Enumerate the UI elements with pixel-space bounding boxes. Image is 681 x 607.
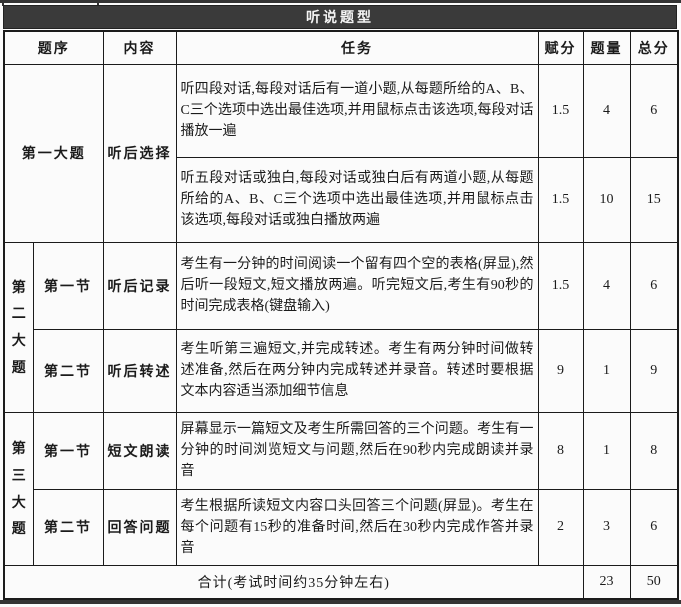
exam-table: 题序 内容 任务 赋分 题量 总分 第一大题 听后选择 听四段对话,每段对话后有… — [3, 30, 679, 600]
content-cell: 听后转述 — [102, 328, 177, 413]
part-cell: 第一节 — [32, 411, 104, 490]
content-cell: 短文朗读 — [102, 411, 177, 490]
quantity-cell: 10 — [582, 156, 631, 243]
footer-total-cell: 50 — [629, 564, 679, 600]
points-cell: 1.5 — [537, 156, 584, 243]
task-cell: 考生根据所读短文内容口头回答三个问题(屏显)。考生在每个问题有15秒的准备时间,… — [175, 488, 539, 566]
quantity-cell: 4 — [582, 241, 631, 330]
task-cell: 听四段对话,每段对话后有一道小题,从每题所给的A、B、C三个选项中选出最佳选项,… — [175, 63, 539, 158]
bottom-border-fragment — [0, 600, 681, 604]
table-row: 第二节 回答问题 考生根据所读短文内容口头回答三个问题(屏显)。考生在每个问题有… — [4, 488, 679, 566]
total-cell: 15 — [629, 156, 679, 243]
points-cell: 1.5 — [537, 241, 584, 330]
col-header-order: 题序 — [3, 30, 104, 65]
table-row: 第二节 听后转述 考生听第三遍短文,并完成转述。考生有两分钟时间做转述准备,然后… — [4, 328, 679, 413]
content-cell: 听后选择 — [102, 63, 177, 243]
task-cell: 听五段对话或独白,每段对话或独白后有两道小题,从每题所给的A、B、C三个选项中选… — [175, 156, 539, 243]
task-cell: 屏幕显示一篇短文及考生所需回答的三个问题。考生有一分钟的时间浏览短文与问题,然后… — [175, 411, 539, 490]
points-cell: 2 — [537, 488, 584, 566]
table-title: 听说题型 — [3, 5, 677, 29]
total-cell: 9 — [629, 328, 679, 413]
points-cell: 1.5 — [537, 63, 584, 158]
part-cell: 第一节 — [32, 241, 104, 330]
top-border-fragment — [2, 0, 4, 6]
points-cell: 8 — [537, 411, 584, 490]
table-row: 第一大题 听后选择 听四段对话,每段对话后有一道小题,从每题所给的A、B、C三个… — [3, 63, 679, 243]
vertical-section-label: 第三大题 — [11, 440, 26, 537]
top-border-fragment — [0, 0, 681, 3]
footer-label-cell: 合计(考试时间约35分钟左右) — [3, 564, 584, 600]
vertical-section-label: 第二大题 — [11, 278, 26, 375]
content-cell: 听后记录 — [102, 241, 177, 330]
quantity-cell: 3 — [582, 488, 631, 566]
content-cell: 回答问题 — [102, 488, 177, 566]
task-cell: 考生听第三遍短文,并完成转述。考生有两分钟时间做转述准备,然后在两分钟内完成转述… — [175, 328, 539, 413]
col-header-total: 总分 — [629, 30, 679, 65]
col-header-content: 内容 — [102, 30, 177, 65]
table-row: 第二大题 第一节 听后记录 考生有一分钟的时间阅读一个留有四个空的表格(屏显),… — [3, 241, 679, 413]
quantity-cell: 4 — [582, 63, 631, 158]
total-cell: 6 — [629, 241, 679, 330]
total-cell: 6 — [629, 488, 679, 566]
top-border-fragment — [97, 0, 99, 6]
quantity-cell: 1 — [582, 328, 631, 413]
part-cell: 第二节 — [32, 488, 104, 566]
section-cell: 第一大题 — [3, 63, 104, 243]
header-row: 题序 内容 任务 赋分 题量 总分 — [3, 30, 679, 65]
section-cell: 第二大题 — [3, 241, 34, 413]
points-cell: 9 — [537, 328, 584, 413]
task-cell: 考生有一分钟的时间阅读一个留有四个空的表格(屏显),然后听一段短文,短文播放两遍… — [175, 241, 539, 330]
col-header-task: 任务 — [175, 30, 539, 65]
col-header-points: 赋分 — [537, 30, 584, 65]
quantity-cell: 1 — [582, 411, 631, 490]
footer-quantity-cell: 23 — [582, 564, 631, 600]
part-cell: 第二节 — [32, 328, 104, 413]
total-cell: 6 — [629, 63, 679, 158]
footer-row: 合计(考试时间约35分钟左右) 23 50 — [3, 564, 679, 600]
col-header-quantity: 题量 — [582, 30, 631, 65]
total-cell: 8 — [629, 411, 679, 490]
section-cell: 第三大题 — [3, 411, 34, 566]
table-row: 第三大题 第一节 短文朗读 屏幕显示一篇短文及考生所需回答的三个问题。考生有一分… — [3, 411, 679, 566]
